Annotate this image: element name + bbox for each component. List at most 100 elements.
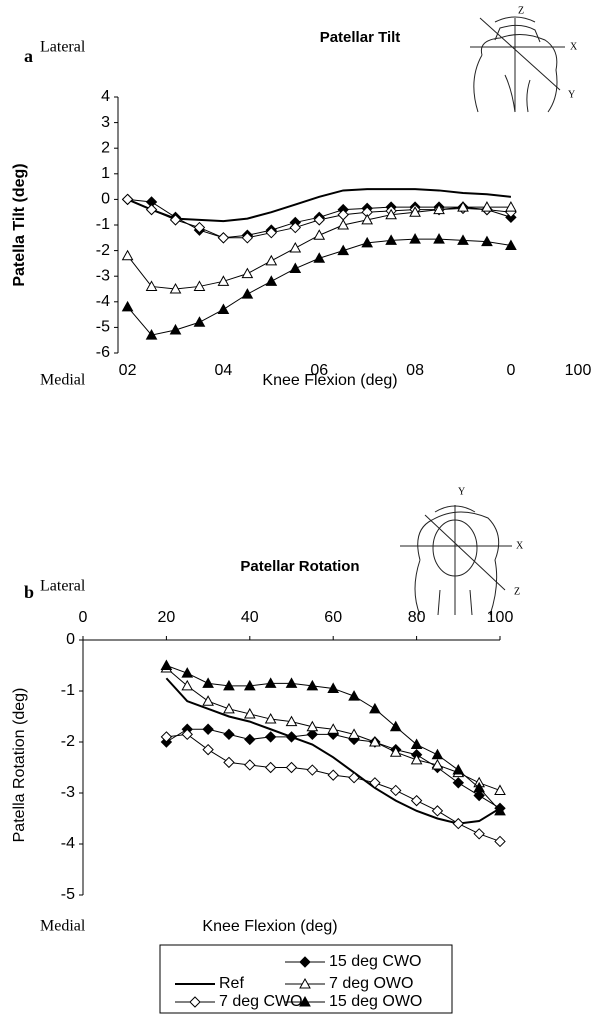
x-axis-label: Knee Flexion (deg) bbox=[262, 372, 397, 389]
x-end-label: 100 bbox=[565, 362, 592, 379]
marker bbox=[433, 233, 445, 244]
diagram-label: X bbox=[570, 41, 578, 52]
marker bbox=[505, 201, 517, 212]
marker bbox=[264, 713, 277, 724]
marker bbox=[285, 761, 298, 774]
marker bbox=[193, 280, 206, 291]
top-note: Lateral bbox=[40, 578, 86, 595]
marker bbox=[223, 756, 235, 769]
marker bbox=[494, 835, 506, 848]
marker bbox=[181, 679, 194, 691]
marker bbox=[169, 323, 182, 335]
y-axis-label: Patella Rotation (deg) bbox=[11, 688, 28, 843]
y-tick-label: -3 bbox=[61, 784, 75, 801]
y-tick-label: -5 bbox=[61, 886, 75, 903]
marker bbox=[431, 758, 444, 770]
diagram-label: X bbox=[516, 540, 524, 551]
x-tick-label: 0 bbox=[506, 362, 515, 379]
marker bbox=[481, 201, 493, 212]
marker bbox=[361, 236, 374, 248]
y-tick-label: -2 bbox=[96, 242, 110, 259]
y-axis-label: Patella Tilt (deg) bbox=[11, 163, 28, 286]
marker bbox=[452, 817, 465, 830]
bottom-note: Medial bbox=[40, 918, 86, 935]
x-tick-label: 02 bbox=[119, 362, 137, 379]
y-tick-label: -1 bbox=[61, 682, 75, 699]
marker bbox=[169, 214, 182, 226]
marker bbox=[264, 677, 277, 688]
marker bbox=[181, 667, 194, 678]
marker bbox=[494, 784, 506, 795]
legend-label: Ref bbox=[219, 975, 244, 992]
legend-box bbox=[159, 944, 453, 1014]
marker bbox=[241, 232, 254, 244]
marker bbox=[348, 690, 360, 701]
y-tick-label: -1 bbox=[96, 216, 110, 233]
x-tick-label: 80 bbox=[408, 609, 426, 626]
y-tick-label: -4 bbox=[61, 835, 75, 852]
chart-title: Patellar Tilt bbox=[320, 29, 401, 46]
marker bbox=[223, 702, 235, 714]
marker bbox=[289, 262, 302, 274]
marker bbox=[313, 214, 325, 226]
marker bbox=[160, 659, 173, 670]
legend-label: 7 deg CWO bbox=[219, 993, 303, 1010]
marker bbox=[431, 748, 444, 760]
x-tick-label: 40 bbox=[241, 609, 259, 626]
marker bbox=[369, 702, 381, 714]
marker bbox=[217, 275, 230, 286]
marker bbox=[505, 239, 517, 250]
legend-marker bbox=[299, 995, 311, 1007]
marker bbox=[223, 728, 235, 741]
marker bbox=[121, 193, 134, 206]
marker bbox=[390, 784, 402, 797]
y-tick-label: 0 bbox=[66, 631, 75, 648]
marker bbox=[348, 728, 360, 739]
marker bbox=[285, 677, 298, 688]
marker bbox=[306, 728, 319, 741]
marker bbox=[243, 707, 256, 719]
marker bbox=[457, 234, 469, 245]
knee-diagram: Z X Y bbox=[470, 5, 578, 113]
marker bbox=[313, 252, 326, 263]
marker bbox=[265, 226, 278, 239]
marker bbox=[289, 242, 302, 253]
marker bbox=[385, 234, 397, 245]
marker bbox=[243, 679, 256, 691]
marker bbox=[410, 753, 423, 765]
marker bbox=[306, 720, 319, 732]
y-tick-label: -2 bbox=[61, 733, 75, 750]
marker bbox=[306, 679, 319, 691]
marker bbox=[337, 244, 350, 256]
marker bbox=[145, 329, 158, 340]
diagram-label: Z bbox=[518, 5, 524, 16]
marker bbox=[169, 282, 182, 294]
marker bbox=[481, 235, 493, 247]
diagram-label: Y bbox=[568, 89, 575, 100]
marker bbox=[327, 769, 339, 781]
marker bbox=[337, 218, 350, 230]
marker bbox=[452, 764, 465, 775]
bottom-note: Medial bbox=[40, 372, 86, 389]
marker bbox=[473, 828, 485, 840]
marker bbox=[313, 229, 326, 240]
marker bbox=[223, 679, 235, 691]
marker bbox=[217, 232, 230, 244]
y-tick-label: 4 bbox=[101, 88, 110, 105]
x-tick-label: 20 bbox=[158, 609, 176, 626]
panel-label: b bbox=[24, 582, 34, 602]
series-line bbox=[166, 728, 501, 809]
marker bbox=[369, 777, 381, 789]
x-tick-label: 60 bbox=[324, 609, 342, 626]
marker bbox=[193, 316, 206, 327]
marker bbox=[473, 789, 485, 802]
marker bbox=[202, 723, 214, 735]
top-note: Lateral bbox=[40, 39, 86, 56]
legend-marker bbox=[299, 956, 311, 968]
marker bbox=[241, 288, 254, 299]
marker bbox=[202, 695, 214, 706]
knee-diagram: Y X Z bbox=[400, 486, 524, 616]
legend-label: 15 deg OWO bbox=[329, 993, 422, 1010]
marker bbox=[160, 731, 173, 743]
